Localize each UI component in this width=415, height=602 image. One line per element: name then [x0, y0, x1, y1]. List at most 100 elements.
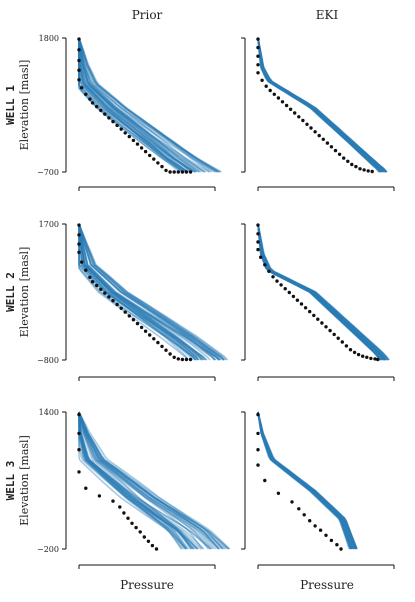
observation-point: [148, 153, 152, 158]
ensemble-curve: [257, 223, 385, 361]
ensemble-curve: [78, 37, 219, 173]
observation-point: [77, 431, 81, 436]
observation-point: [135, 321, 140, 326]
ensemble-curve: [78, 411, 225, 550]
ensemble-curve: [78, 411, 231, 550]
observation-point: [77, 242, 81, 246]
ensemble-curve: [257, 223, 381, 361]
observation-point: [291, 294, 296, 299]
ensemble-curve: [257, 37, 380, 173]
ensemble-curve: [257, 223, 387, 361]
ensemble-curve: [78, 411, 190, 550]
observation-point: [119, 127, 123, 131]
ensemble-curve: [257, 37, 384, 173]
observation-point: [256, 232, 260, 236]
observation-point: [256, 45, 260, 50]
ensemble-curve: [257, 411, 355, 550]
ensemble-curve: [257, 37, 382, 173]
ensemble-curve: [78, 411, 221, 550]
observation-point: [142, 535, 146, 539]
observation-point: [356, 352, 361, 357]
y-tick-label: 1700: [39, 220, 59, 229]
y-axis: [241, 223, 246, 361]
ensemble-curve: [78, 223, 222, 361]
ensemble-curve: [78, 223, 207, 361]
observation-point: [160, 164, 164, 169]
y-axis-label: Elevation [masl]: [18, 60, 31, 151]
ensemble-curve: [257, 223, 389, 361]
observation-point: [312, 313, 316, 318]
observation-point: [90, 101, 95, 105]
observation-point: [321, 137, 325, 141]
observation-point: [180, 170, 185, 174]
observation-point: [264, 84, 268, 88]
observation-point: [80, 86, 84, 90]
ensemble-curve: [257, 223, 386, 361]
ensemble-curve: [257, 223, 386, 361]
ensemble-curve: [78, 411, 197, 550]
ensemble-curve: [257, 37, 385, 173]
y-tick-label: −200: [37, 545, 59, 554]
observation-point: [135, 142, 140, 146]
observation-point: [77, 68, 81, 72]
ensemble-curve: [257, 37, 384, 173]
observation-point: [80, 260, 84, 264]
observation-point: [77, 37, 81, 41]
observation-point: [146, 539, 151, 543]
ensemble-curve: [257, 37, 386, 173]
ensemble-curve: [257, 223, 385, 361]
ensemble-curve: [78, 411, 217, 550]
ensemble-curve: [78, 411, 193, 550]
ensemble-curve: [257, 37, 387, 173]
ensemble-curve: [257, 411, 354, 550]
ensemble-curve: [78, 411, 192, 550]
observation-point: [176, 170, 180, 174]
ensemble-curve: [78, 411, 230, 550]
observation-point: [77, 250, 81, 254]
ensemble-curve: [78, 223, 202, 361]
ensemble-curve: [257, 411, 352, 550]
ensemble-curve: [257, 223, 382, 361]
observation-point: [138, 530, 142, 534]
observation-point: [260, 78, 264, 83]
observation-point: [276, 96, 281, 100]
ensemble-curve: [78, 37, 189, 173]
observation-point: [290, 500, 294, 504]
ensemble-curve: [78, 37, 184, 173]
ensemble-curve: [257, 37, 387, 173]
observation-point: [156, 340, 160, 345]
observation-point: [164, 348, 168, 352]
ensemble-curve: [257, 411, 355, 550]
ensemble-curve: [257, 223, 387, 361]
ensemble-curve: [78, 411, 220, 550]
ensemble-curve: [78, 37, 217, 173]
ensemble-curve: [257, 411, 358, 550]
observation-point: [362, 168, 366, 172]
observation-point: [115, 302, 119, 307]
observation-point: [77, 470, 81, 474]
ensemble-curve: [78, 223, 222, 361]
ensemble-curve: [257, 411, 358, 550]
ensemble-curve: [257, 223, 385, 361]
ensemble-curve: [78, 223, 203, 361]
observation-point: [256, 247, 260, 252]
ensemble-curve: [257, 411, 356, 550]
ensemble-curve: [78, 411, 226, 550]
ensemble-curve: [257, 223, 381, 361]
ensemble-curve: [257, 37, 384, 173]
col-title-prior: Prior: [132, 8, 163, 22]
ensemble-curve: [257, 411, 356, 550]
observation-point: [318, 528, 323, 532]
ensemble-curve: [78, 411, 205, 550]
observation-point: [295, 298, 300, 302]
ensemble-curve: [257, 37, 382, 173]
observation-point: [256, 71, 260, 75]
observation-point: [284, 103, 289, 108]
y-axis-label: Elevation [masl]: [18, 247, 31, 338]
ensemble-curve: [257, 223, 390, 361]
ensemble-curve: [257, 223, 381, 361]
observation-point: [369, 356, 373, 361]
observation-point: [333, 148, 338, 153]
